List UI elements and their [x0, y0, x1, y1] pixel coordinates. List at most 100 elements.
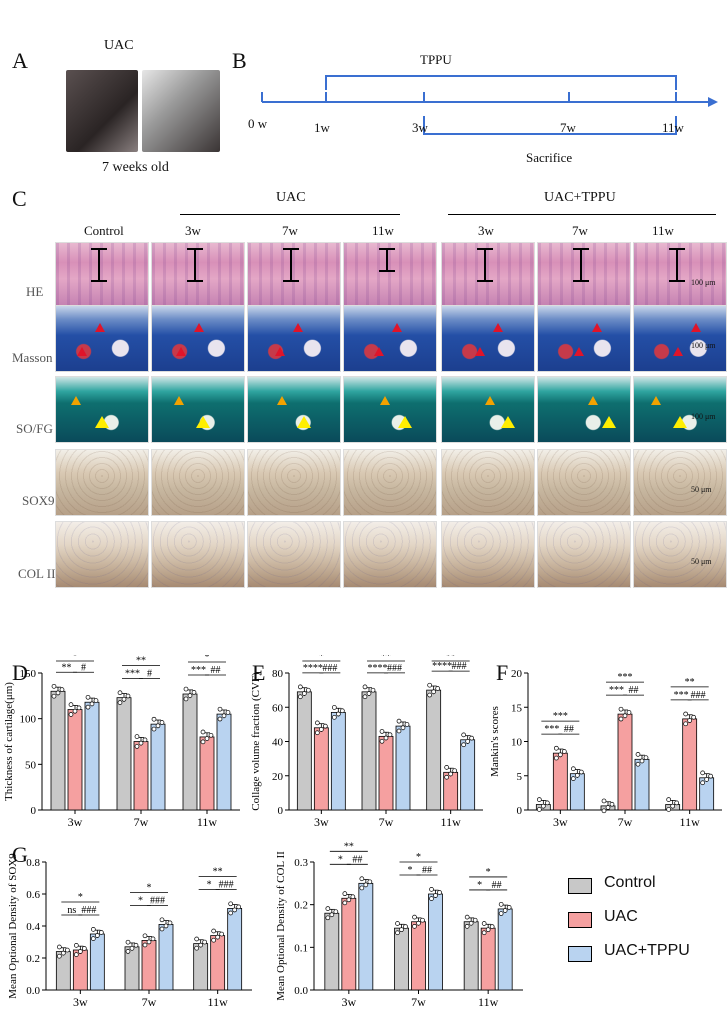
y-axis-label: Mankin's scores [489, 706, 501, 777]
x-category-label: 3w [68, 815, 83, 829]
sig-label: * [477, 880, 482, 891]
micrograph-sox9-6 [633, 449, 727, 516]
data-point [626, 710, 632, 715]
data-point [635, 761, 641, 767]
data-point [574, 772, 580, 778]
micrograph-sox9-2 [247, 449, 341, 516]
sig-label: ** [446, 655, 456, 662]
micrograph-he-0 [55, 242, 149, 309]
sig-label: ## [211, 665, 221, 676]
data-point [200, 739, 206, 745]
data-point [90, 927, 96, 932]
micrograph-masson-6 [633, 305, 727, 372]
data-point [121, 696, 127, 702]
scale-bar-label: 50 μm [691, 485, 712, 494]
data-point [464, 914, 470, 920]
data-point [331, 705, 337, 710]
data-point [379, 738, 385, 744]
sig-label: ## [352, 854, 362, 865]
legend-swatch-uac [568, 912, 592, 928]
micrograph-sofg-4 [441, 376, 535, 443]
x-category-label: 11w [208, 995, 229, 1009]
micrograph-col2-2 [247, 521, 341, 588]
data-point [435, 686, 441, 691]
data-point [472, 917, 478, 923]
data-point [481, 930, 487, 936]
data-point [342, 891, 348, 897]
data-point [429, 896, 434, 901]
data-point [236, 904, 242, 910]
data-point [215, 934, 221, 940]
sig-label: ### [452, 661, 467, 672]
x-category-label: 3w [341, 995, 356, 1009]
sig-label: *** [553, 711, 568, 722]
data-point [159, 917, 165, 923]
micrograph-masson-5 [537, 305, 631, 372]
sig-label: ## [564, 724, 574, 735]
data-point [133, 942, 139, 948]
y-tick-label: 0.4 [26, 921, 40, 933]
data-point [217, 716, 223, 722]
thickness-bracket [283, 248, 299, 282]
data-point [142, 737, 148, 743]
sig-label: ### [219, 879, 234, 890]
data-point [383, 735, 389, 741]
y-axis-label: Thickness of cartilage(μm) [3, 682, 15, 801]
y-tick-label: 80 [272, 668, 284, 680]
sig-label: ### [387, 663, 402, 674]
data-point [536, 797, 542, 802]
data-point [387, 732, 393, 738]
orange-arrow-marker [588, 396, 598, 405]
bar-11w-1 [199, 736, 215, 811]
group-line-uac-tppu [448, 214, 716, 215]
micrograph-col2-6 [633, 521, 727, 588]
sig-label: * [338, 854, 343, 865]
legend-label-uac: UAC [604, 908, 638, 925]
sig-label: *** [674, 690, 689, 701]
yellow-arrow-marker [602, 416, 616, 428]
data-point [399, 927, 404, 933]
data-point [431, 689, 437, 695]
x-category-label: 11w [478, 995, 499, 1009]
data-point [198, 942, 204, 948]
bar-11w-0 [193, 943, 209, 991]
data-point [444, 774, 450, 780]
data-point [159, 926, 165, 932]
orange-arrow-marker [174, 396, 184, 405]
data-point [708, 773, 714, 779]
sig-label: * [147, 882, 152, 893]
row-label-he: HE [26, 284, 44, 299]
data-point [359, 885, 365, 891]
yellow-arrow-marker [501, 416, 515, 428]
data-point [98, 930, 104, 935]
data-point [346, 897, 352, 903]
orange-arrow-marker [651, 396, 661, 405]
bar-7w-1 [141, 940, 157, 991]
data-point [363, 882, 369, 888]
bar-3w-2 [89, 933, 105, 991]
data-point [151, 716, 157, 722]
data-point [367, 879, 373, 885]
y-tick-label: 40 [272, 737, 284, 749]
x-category-label: 7w [411, 995, 426, 1009]
data-point [322, 723, 328, 729]
data-point [194, 936, 200, 942]
panel-label-d: D [12, 660, 28, 685]
data-point [183, 686, 189, 692]
micrograph-masson-4 [441, 305, 535, 372]
panel-label-f: F [496, 660, 509, 685]
bar-7w-1 [411, 921, 426, 991]
data-point [56, 953, 62, 959]
bar-11w-1 [210, 935, 226, 991]
data-point [90, 936, 96, 941]
y-tick-label: 5 [517, 771, 523, 783]
timeline-tick-3w: 3w [412, 120, 428, 135]
yellow-arrow-marker [95, 416, 109, 428]
micrograph-he-5 [537, 242, 631, 309]
bar-11w-2 [216, 713, 232, 811]
data-point [639, 758, 645, 764]
group-label-uac-tppu: UAC+TPPU [544, 190, 616, 205]
bar-11w-2 [497, 908, 513, 991]
sig-label: * [138, 895, 143, 906]
y-tick-label: 60 [272, 702, 284, 714]
